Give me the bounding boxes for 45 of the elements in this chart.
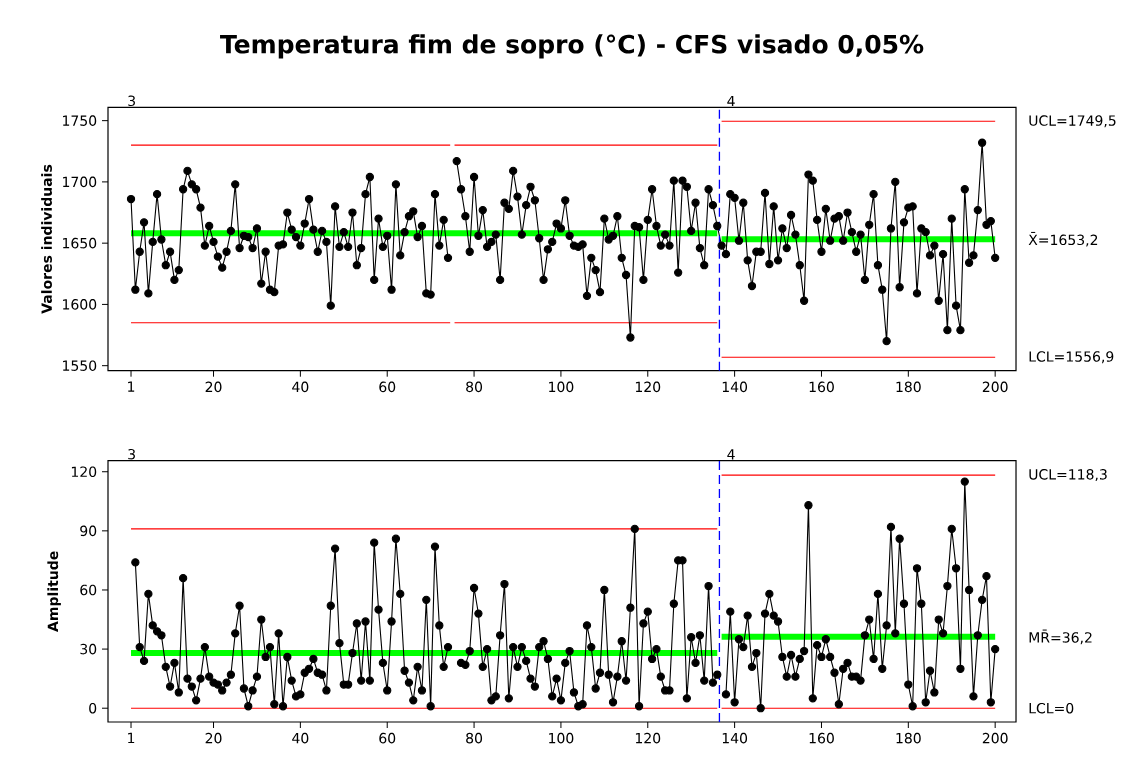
x-tick-label: 200	[982, 732, 1008, 744]
y-tick-label: 30	[80, 643, 97, 655]
x-tick-label: 1	[128, 381, 135, 392]
x-tick-label: 20	[205, 381, 222, 393]
text: 4	[727, 449, 735, 460]
x-tick-label: 100	[549, 381, 574, 393]
text: LCL=1556,9	[1029, 351, 1114, 364]
text: 3	[128, 448, 135, 460]
y-tick-label: 1550	[63, 360, 97, 371]
y-tick-label: 1750	[63, 115, 97, 126]
text: MR̄=36,2	[1029, 629, 1092, 645]
x-tick-label: 20	[205, 732, 222, 744]
x-tick-label: 200	[982, 381, 1008, 393]
y-tick-label: 0	[89, 702, 97, 714]
x-tick-label: 160	[809, 732, 834, 744]
text: LCL=0	[1029, 702, 1074, 714]
x-tick-label: 120	[635, 381, 661, 393]
x-tick-label: 1	[128, 732, 135, 744]
x-tick-label: 60	[379, 732, 396, 744]
x-tick-label: 140	[722, 732, 748, 744]
x-tick-label: 40	[292, 732, 309, 744]
x-tick-label: 80	[466, 381, 483, 393]
y-tick-label: 120	[71, 466, 97, 478]
y-tick-label: 1600	[63, 299, 97, 310]
y-tick-label: 1650	[63, 237, 97, 249]
x-tick-label: 160	[809, 381, 834, 393]
x-tick-label: 100	[549, 732, 574, 744]
y-tick-label: 90	[80, 525, 97, 537]
x-tick-label: 120	[635, 732, 661, 744]
x-tick-label: 60	[379, 381, 396, 393]
y-tick-label: 1700	[63, 176, 97, 188]
text: UCL=118,3	[1029, 469, 1107, 482]
text: UCL=1749,5	[1029, 115, 1116, 128]
text: X̄=1653,2	[1028, 231, 1098, 247]
x-tick-label: 180	[896, 732, 921, 744]
chart-title: Temperatura fim de sopro (°C) - CFS visado 0,05%	[220, 34, 924, 59]
x-tick-label: 180	[896, 381, 921, 393]
text: 3	[128, 95, 135, 107]
y-axis-title: Valores individuais	[41, 164, 52, 314]
x-tick-label: 140	[722, 381, 748, 393]
y-tick-label: 60	[80, 584, 97, 596]
x-tick-label: 80	[466, 732, 483, 744]
text: 4	[727, 95, 735, 107]
y-axis-title: Amplitude	[47, 551, 61, 632]
x-tick-label: 40	[292, 381, 309, 393]
